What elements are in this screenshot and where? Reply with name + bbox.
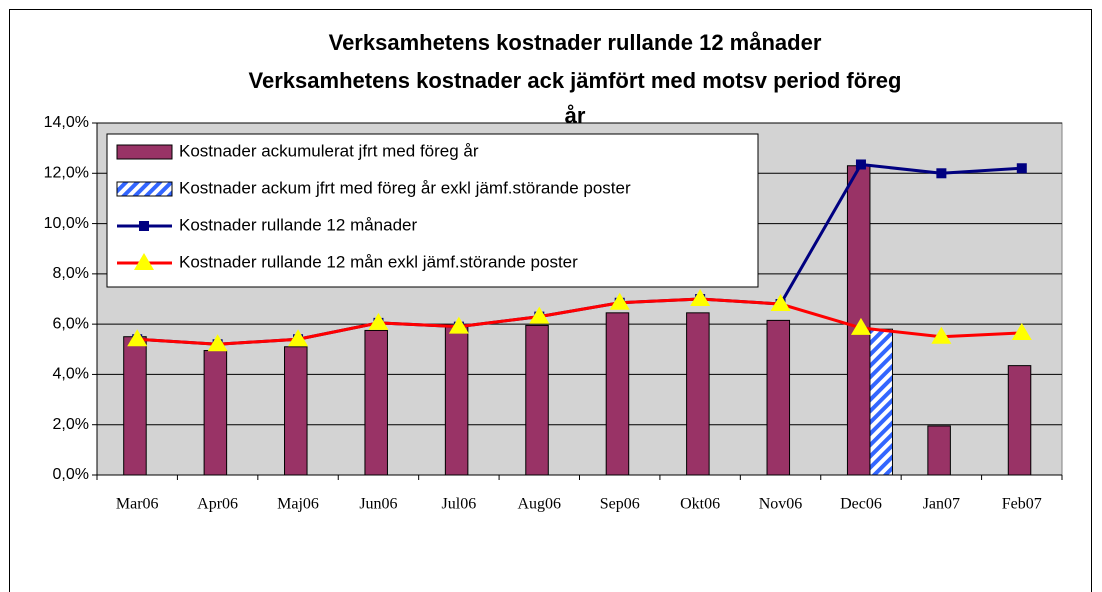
legend-label: Kostnader rullande 12 månader <box>179 215 417 234</box>
x-tick-label: Jan07 <box>923 496 960 513</box>
legend-label: Kostnader ackumulerat jfrt med föreg år <box>179 141 479 160</box>
marker <box>936 168 947 179</box>
y-tick-label: 10,0% <box>44 215 89 232</box>
bar <box>766 319 791 476</box>
marker <box>1011 322 1032 340</box>
line <box>137 297 1022 346</box>
legend <box>106 133 759 288</box>
y-tick-label: 6,0% <box>53 315 89 332</box>
bar <box>927 425 951 476</box>
chart-title: år <box>565 103 586 128</box>
x-tick-label: Okt06 <box>680 496 720 513</box>
legend-label: Kostnader ackum jfrt med föreg år exkl j… <box>179 178 631 197</box>
marker <box>368 312 389 330</box>
marker <box>931 326 952 344</box>
x-tick-label: Mar06 <box>116 496 159 513</box>
marker <box>288 329 309 347</box>
bar <box>444 326 469 476</box>
marker <box>855 159 866 170</box>
x-tick-label: Maj06 <box>277 496 319 513</box>
chart-title: Verksamhetens kostnader rullande 12 måna… <box>329 30 822 55</box>
bar <box>203 350 228 476</box>
marker <box>770 294 791 312</box>
x-tick-label: Apr06 <box>197 496 238 513</box>
chart-title: Verksamhetens kostnader ack jämfört med … <box>249 68 902 93</box>
legend-label: Kostnader rullande 12 mån exkl jämf.stör… <box>179 252 578 271</box>
y-tick-label: 0,0% <box>53 466 89 483</box>
y-tick-label: 12,0% <box>44 165 89 182</box>
marker <box>1016 163 1027 174</box>
y-tick-label: 14,0% <box>44 114 89 131</box>
y-tick-label: 4,0% <box>53 366 89 383</box>
bar <box>284 346 308 476</box>
bar <box>605 312 630 476</box>
legend-swatch <box>116 144 173 160</box>
y-tick-label: 2,0% <box>53 416 89 433</box>
x-tick-label: Dec06 <box>840 496 882 513</box>
x-tick-label: Jun06 <box>359 496 397 513</box>
y-tick-label: 8,0% <box>53 265 89 282</box>
marker <box>127 329 148 347</box>
marker <box>690 289 711 306</box>
bar <box>123 336 147 476</box>
marker <box>207 334 228 352</box>
bar <box>525 324 549 476</box>
x-tick-label: Sep06 <box>600 496 640 513</box>
legend-marker <box>139 221 149 231</box>
legend-swatch <box>116 181 173 197</box>
bar <box>1007 365 1032 476</box>
marker <box>850 317 871 335</box>
legend-marker <box>134 253 154 270</box>
x-tick-label: Aug06 <box>518 496 562 513</box>
bar <box>846 165 871 476</box>
bar <box>364 329 388 476</box>
bar <box>869 328 893 476</box>
marker <box>448 316 469 334</box>
x-tick-label: Nov06 <box>759 496 803 513</box>
marker <box>609 292 630 310</box>
x-tick-label: Jul06 <box>442 496 477 513</box>
bar <box>686 312 710 476</box>
x-tick-label: Feb07 <box>1002 496 1042 513</box>
marker <box>529 306 550 324</box>
